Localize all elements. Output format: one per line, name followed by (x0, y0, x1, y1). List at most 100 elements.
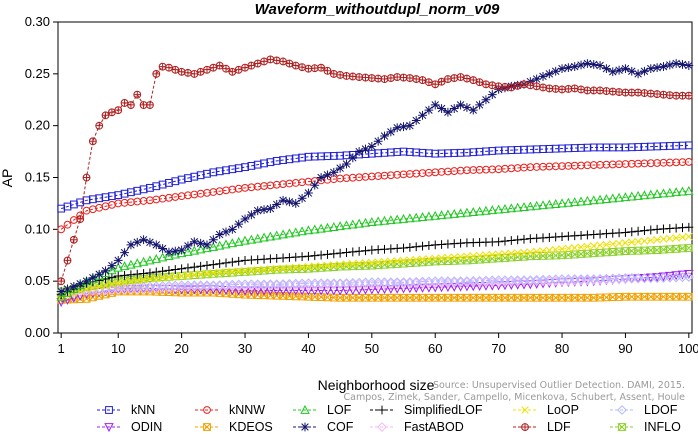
data-point (374, 74, 383, 83)
data-point (411, 258, 421, 267)
data-point (209, 63, 218, 72)
series-kdeos (57, 287, 693, 304)
y-tick-label: 0.30 (25, 14, 50, 29)
data-point (380, 75, 389, 83)
data-point (132, 237, 142, 247)
data-point (139, 185, 148, 194)
data-point (139, 101, 148, 109)
data-point (233, 236, 244, 246)
data-point (563, 63, 573, 73)
data-point (684, 292, 693, 301)
data-point (349, 259, 357, 268)
data-point (658, 188, 669, 198)
legend-item-ldf: LDF (513, 420, 571, 434)
data-point (304, 251, 313, 261)
data-point (450, 253, 459, 261)
data-point (380, 257, 389, 266)
data-point (443, 107, 453, 117)
legend-item-knn: kNN (97, 403, 155, 417)
data-point (253, 206, 263, 216)
data-point (430, 210, 440, 220)
data-point (406, 256, 414, 264)
data-point (602, 87, 611, 95)
data-point (418, 110, 427, 120)
data-point (626, 273, 637, 283)
legend-item-kdeos: KDEOS (195, 420, 273, 434)
data-point (386, 284, 396, 294)
data-point (570, 244, 579, 252)
data-point (228, 267, 237, 276)
data-point (582, 195, 593, 205)
data-point (272, 265, 282, 274)
data-point (348, 247, 358, 257)
data-point (678, 292, 687, 301)
data-point (221, 239, 231, 249)
data-point (367, 217, 377, 226)
data-point (170, 249, 181, 259)
y-tick-label: 0.20 (25, 118, 50, 133)
data-point (165, 63, 173, 72)
data-point (189, 280, 200, 291)
data-point (342, 260, 351, 268)
data-point (544, 69, 554, 79)
data-point (176, 248, 187, 258)
data-point (278, 195, 288, 205)
data-point (76, 215, 85, 223)
data-point (222, 268, 230, 276)
chart-title: Waveform_withoutdupl_norm_v09 (255, 1, 500, 18)
data-point (266, 265, 275, 273)
legend-marker (521, 423, 529, 431)
data-point (253, 266, 262, 274)
data-point (310, 64, 319, 73)
data-point (431, 80, 440, 89)
y-tick-label: 0.00 (25, 325, 50, 340)
data-point (139, 235, 148, 245)
data-point (101, 266, 110, 276)
series-ldf (57, 55, 693, 286)
data-point (519, 234, 529, 244)
data-point (133, 186, 142, 195)
data-point (411, 212, 421, 222)
data-point (525, 280, 536, 290)
data-point (653, 292, 662, 301)
data-point (196, 238, 206, 248)
data-point (311, 262, 319, 270)
data-point (645, 273, 656, 283)
data-point (577, 293, 585, 302)
y-tick-label: 0.05 (25, 273, 50, 288)
data-point (443, 283, 453, 293)
data-point (127, 277, 135, 286)
y-axis: 0.00 0.05 0.10 0.15 0.20 0.25 0.30 (25, 14, 58, 340)
data-point (430, 283, 440, 293)
data-point (387, 257, 395, 266)
data-point (291, 61, 300, 70)
data-point (196, 67, 205, 76)
data-point (639, 273, 650, 283)
data-point (405, 121, 415, 131)
data-point (386, 293, 395, 302)
data-point (583, 242, 592, 251)
data-point (366, 277, 377, 288)
data-point (152, 70, 161, 78)
data-point (253, 59, 262, 68)
data-point (170, 246, 180, 256)
data-point (519, 275, 529, 286)
data-point (82, 173, 91, 182)
legend-item-lof: LOF (293, 403, 352, 417)
data-point (558, 85, 566, 94)
legend-marker (105, 406, 113, 414)
data-point (652, 63, 662, 73)
data-point (684, 61, 694, 70)
data-point (265, 279, 276, 290)
data-point (430, 100, 440, 110)
data-point (195, 285, 206, 295)
legend-marker (203, 423, 211, 431)
data-point (95, 203, 104, 212)
data-point (145, 237, 155, 247)
data-point (94, 270, 104, 280)
data-point (215, 259, 225, 269)
data-point (386, 127, 396, 137)
data-point (203, 65, 211, 74)
data-point (487, 90, 497, 99)
legend-label: COF (327, 420, 354, 434)
